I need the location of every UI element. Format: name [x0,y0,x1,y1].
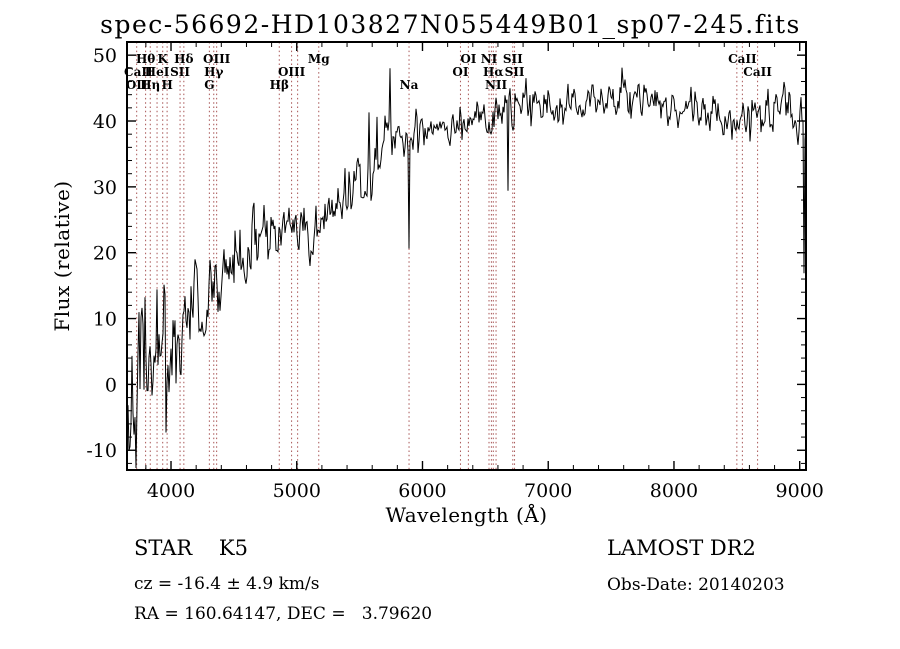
x-tick-label: 8000 [650,480,698,502]
spectral-line-label: Na [400,78,419,92]
spectral-line-label: Hη [140,78,160,92]
plot-frame [126,41,807,471]
x-tick-label: 6000 [398,480,446,502]
x-axis-label: Wavelength (Å) [385,503,548,527]
spectral-line-label: H [161,78,172,92]
spectral-line-label: Hβ [270,78,289,92]
spectral-line-label: Hθ [136,52,155,66]
spectral-line-label: HeI [145,65,170,79]
spectral-line-label: NII [485,78,508,92]
spectral-line-label: SII [170,65,190,79]
survey-text: LAMOST DR2 [607,536,756,560]
y-tick-label: 10 [93,309,117,331]
x-tick-label: 9000 [776,480,824,502]
radec-text: RA = 160.64147, DEC = 3.79620 [134,604,433,624]
y-tick-label: 50 [93,45,117,67]
spectral-line-label: OI [452,65,468,79]
spectral-line-label: CaII [743,65,772,79]
y-tick-label: 20 [93,243,117,265]
x-tick-label: 7000 [524,480,572,502]
spectral-line-label: G [204,78,214,92]
spectral-line-label: Hα [483,65,504,79]
classification-text: STAR K5 [134,536,248,560]
spectral-line-label: OI [460,52,476,66]
spectral-line-label: SII [505,65,525,79]
y-axis-label: Flux (relative) [50,180,74,332]
y-tick-label: -10 [86,440,117,462]
obs-date-text: Obs-Date: 20140203 [607,575,785,595]
x-tick-label: 4000 [147,480,195,502]
spectral-line-label: OIII [278,65,306,79]
y-tick-label: 30 [93,177,117,199]
spectral-line-label: Mg [308,52,330,66]
y-tick-label: 0 [105,374,117,396]
y-tick-label: 40 [93,111,117,133]
plot-title: spec-56692-HD103827N055449B01_sp07-245.f… [100,10,801,39]
spectral-line-label: CaII [728,52,757,66]
spectral-line-label: Hδ [174,52,193,66]
spectrum-trace [126,67,807,469]
spectral-line-label: K [157,52,168,66]
cz-text: cz = -16.4 ± 4.9 km/s [134,574,320,594]
spectral-line-label: OIII [203,52,231,66]
x-tick-label: 5000 [273,480,321,502]
spectral-line-label: NI [481,52,498,66]
spectral-line-label: SII [503,52,523,66]
spectral-line-label: Hγ [204,65,223,79]
